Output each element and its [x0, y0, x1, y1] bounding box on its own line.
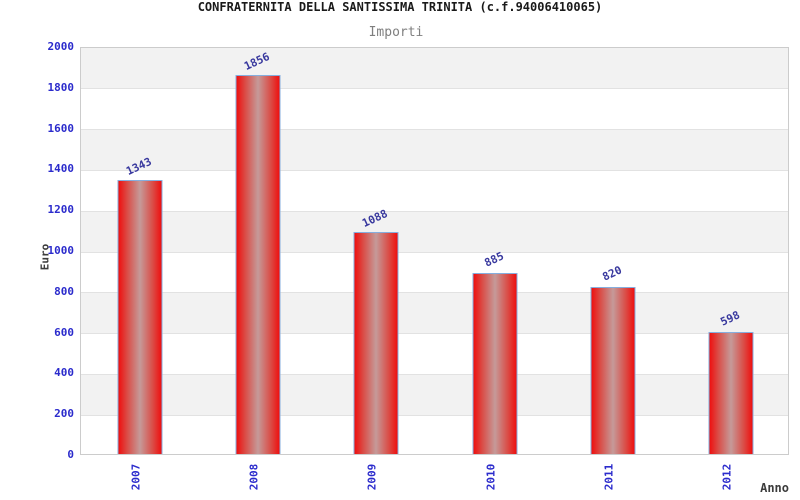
bar-slot: 1088 — [317, 48, 435, 454]
y-tick-label: 1400 — [47, 162, 75, 176]
grid-line — [81, 414, 788, 416]
grid-line — [81, 333, 788, 335]
y-tick-label: 1800 — [47, 80, 75, 94]
bar-2008 — [235, 75, 281, 454]
y-tick-label: 200 — [54, 407, 74, 421]
bar-2007 — [117, 180, 163, 454]
y-tick-label: 1000 — [47, 244, 75, 257]
bar-slot: 1343 — [81, 48, 199, 454]
x-tick-label: 2009 — [365, 463, 379, 491]
bar-value-label: 1856 — [242, 50, 272, 74]
grid-line — [81, 88, 788, 90]
x-tick-label: 2011 — [602, 463, 616, 491]
grid-line — [81, 129, 788, 131]
plot-band — [81, 129, 788, 171]
plot-area: 1343 1856 1088 885 820 598 — [80, 47, 789, 455]
y-tick-label: 800 — [54, 284, 74, 298]
grid-line — [81, 373, 788, 375]
grid-line — [81, 251, 788, 253]
bar-slot: 1856 — [199, 48, 317, 454]
bar-slot: 598 — [672, 48, 790, 454]
x-axis-title: Anno — [760, 481, 789, 495]
bar-value-label: 1343 — [124, 155, 154, 179]
grid-line — [81, 292, 788, 294]
y-tick-label: 600 — [54, 325, 74, 339]
y-tick-label: 2000 — [47, 40, 75, 53]
plot-band — [81, 292, 788, 334]
y-tick-label: 0 — [67, 448, 74, 461]
y-axis-title: Euro — [38, 243, 52, 271]
bar-slot: 885 — [436, 48, 554, 454]
bar-2010 — [472, 273, 518, 454]
x-tick-label: 2007 — [129, 463, 143, 491]
bar-value-label: 885 — [482, 249, 506, 271]
grid-line — [81, 210, 788, 212]
plot-band — [81, 211, 788, 252]
bar-2011 — [590, 286, 636, 454]
y-tick-label: 400 — [54, 366, 74, 380]
bar-slot: 820 — [554, 48, 672, 454]
bar-2009 — [353, 232, 399, 454]
plot-band — [81, 374, 788, 416]
y-tick-label: 1600 — [47, 121, 75, 135]
chart-title: CONFRATERNITA DELLA SANTISSIMA TRINITA (… — [197, 0, 603, 14]
plot-band — [81, 48, 788, 89]
chart-subtitle: Importi — [368, 25, 424, 40]
bar-value-label: 820 — [600, 263, 624, 284]
x-tick-label: 2010 — [484, 463, 498, 491]
bar-2012 — [708, 332, 754, 454]
x-tick-label: 2008 — [247, 463, 261, 491]
bar-value-label: 598 — [718, 308, 742, 329]
bar-value-label: 1088 — [360, 207, 391, 231]
grid-line — [81, 169, 788, 171]
y-tick-label: 1200 — [47, 203, 75, 217]
